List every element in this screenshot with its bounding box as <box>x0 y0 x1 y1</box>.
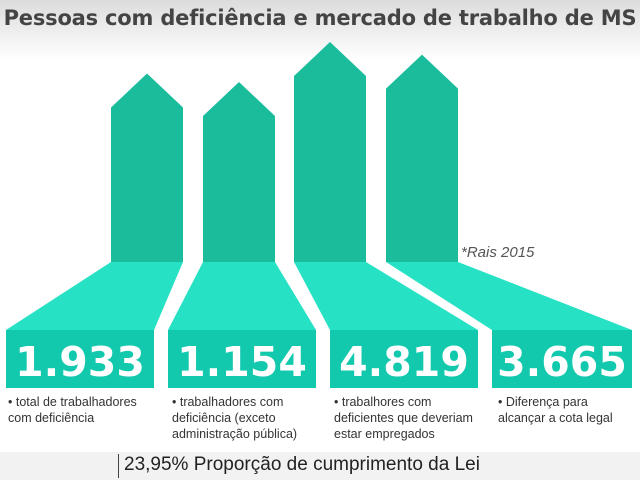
description-2-line-3: administração pública) <box>172 427 298 441</box>
description-2-line-1: • trabalhadores com <box>172 395 284 409</box>
number-box-4 <box>492 330 632 388</box>
number-box-3 <box>330 330 478 388</box>
description-4: • Diferença para alcançar a cota legal <box>498 394 640 426</box>
number-box-1 <box>6 330 154 388</box>
description-3: • trabalhores com deficientes que deveri… <box>334 394 486 442</box>
source-note: *Rais 2015 <box>461 244 535 261</box>
description-1: • total de trabalhadores com deficiência <box>8 394 160 426</box>
arrow-shaft-3 <box>294 42 366 262</box>
value-label-1: 1.933 <box>15 338 145 386</box>
arrow-funnel-4 <box>386 262 632 330</box>
description-3-line-1: • trabalhores com <box>334 395 432 409</box>
description-2: • trabalhadores com deficiência (exceto … <box>172 394 324 442</box>
value-label-3: 4.819 <box>339 338 469 386</box>
description-2-line-2: deficiência (exceto <box>172 411 276 425</box>
description-1-line-1: • total de trabalhadores <box>8 395 137 409</box>
arrow-funnel-1 <box>6 262 183 330</box>
arrow-shaft-1 <box>111 73 183 262</box>
arrow-funnel-2 <box>168 262 316 330</box>
description-3-line-3: estar empregados <box>334 427 435 441</box>
value-label-4: 3.665 <box>497 338 627 386</box>
arrow-funnel-3 <box>294 262 478 330</box>
page-title: Pessoas com deficiência e mercado de tra… <box>3 6 637 30</box>
footer-text: 23,95% Proporção de cumprimento da Lei <box>124 454 480 475</box>
description-4-line-1: • Diferença para <box>498 395 588 409</box>
description-1-line-2: com deficiência <box>8 411 95 425</box>
value-label-2: 1.154 <box>177 338 307 386</box>
arrow-shaft-4 <box>386 54 458 262</box>
description-4-line-2: alcançar a cota legal <box>498 411 613 425</box>
footer-divider <box>118 454 119 478</box>
header-background <box>0 0 640 60</box>
arrow-shaft-2 <box>203 82 275 262</box>
description-3-line-2: deficientes que deveriam <box>334 411 473 425</box>
footer-band <box>0 452 640 480</box>
number-box-2 <box>168 330 316 388</box>
